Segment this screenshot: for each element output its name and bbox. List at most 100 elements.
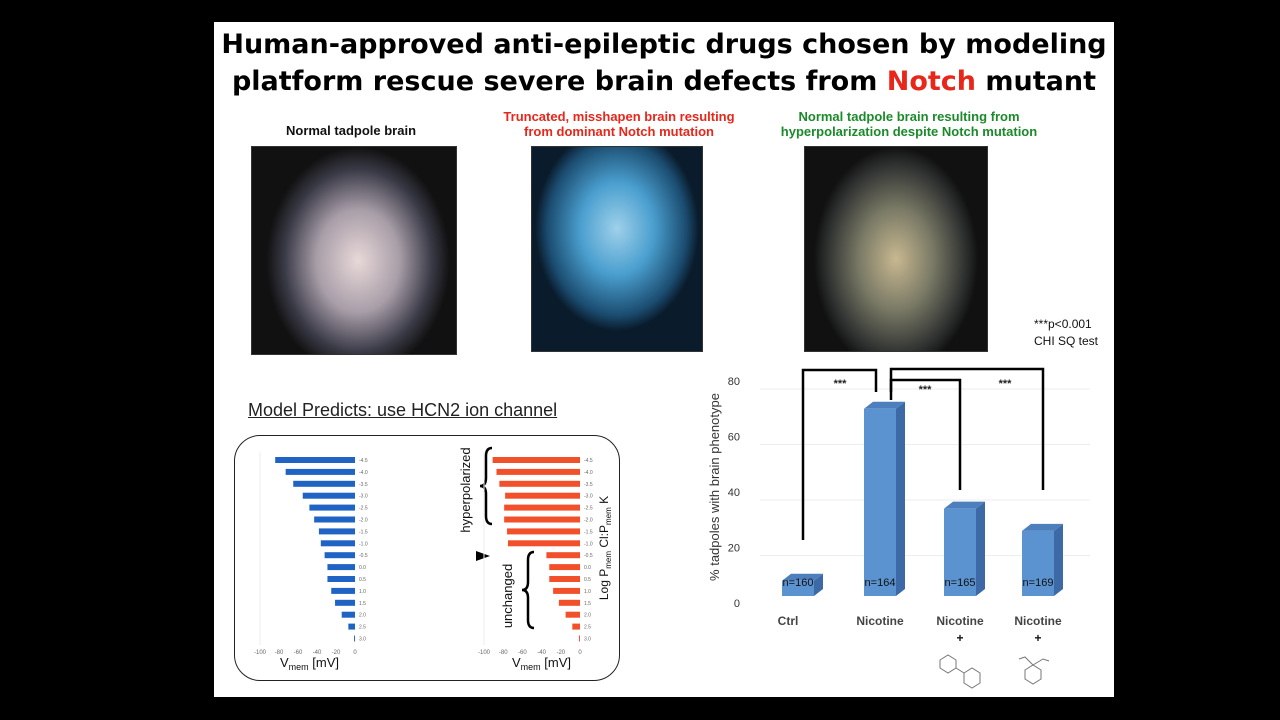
bar: [508, 540, 580, 547]
bar-side: [976, 501, 985, 596]
tick-label: -0.5: [359, 553, 368, 559]
bar: [558, 599, 580, 606]
test-name: CHI SQ test: [1034, 334, 1099, 348]
bar-top: [864, 401, 905, 409]
tick-label: -1.0: [584, 541, 593, 547]
bar: [572, 623, 580, 630]
category-label: Ctrl: [778, 614, 799, 628]
arrowhead-icon: [476, 551, 490, 561]
tick-label: -4.0: [359, 470, 368, 476]
bar: [320, 540, 355, 547]
tick-label: -1.5: [584, 529, 593, 535]
x-tick-label: -60: [294, 650, 303, 656]
bar: [553, 587, 580, 594]
tick-label: 1.5: [584, 601, 591, 607]
tick-label: -4.5: [359, 458, 368, 464]
bar: [1022, 530, 1054, 596]
bar: [327, 576, 355, 582]
x-tick-label: -100: [254, 650, 267, 656]
bar: [348, 623, 355, 630]
y-tick-label: 20: [728, 543, 740, 555]
x-tick-label: -20: [332, 650, 341, 656]
significance-bracket: [889, 367, 1045, 490]
gabapentin-structure-icon: [1018, 656, 1050, 685]
model-box: [234, 435, 620, 681]
x-tick-label: -80: [275, 650, 284, 656]
tick-label: -0.5: [584, 553, 593, 559]
tick-label: -2.5: [359, 506, 368, 512]
tick-label: -4.5: [584, 458, 593, 464]
bar-side: [814, 573, 823, 596]
title-line-1: Human-approved anti-epileptic drugs chos…: [221, 29, 1107, 60]
model-title: Model Predicts: use HCN2 ion channel: [248, 400, 558, 420]
bar: [309, 504, 355, 511]
lamotrigine-structure-icon: [939, 654, 981, 689]
tick-label: 2.5: [584, 625, 591, 631]
model-chart-right: -4.5 -4.0 -3.5 -3.0 -2.5 -2.0 -1.5 -1.0 -0.5 0.0 0…: [478, 452, 593, 656]
y-tick-label: 80: [728, 376, 740, 388]
tick-label: 3.0: [584, 637, 591, 643]
truncated-tadpole-photo: [531, 146, 703, 352]
tick-label: 3.0: [359, 637, 366, 643]
n-label: n=169: [1023, 577, 1054, 589]
slide-title: Human-approved anti-epileptic drugs chos…: [214, 26, 1114, 100]
bar: [549, 564, 580, 571]
bar: [335, 599, 355, 606]
bar: [275, 457, 355, 463]
slide: Human-approved anti-epileptic drugs chos…: [214, 22, 1114, 697]
bar: [565, 611, 580, 618]
tick-label: -3.0: [584, 494, 593, 500]
x-tick-label: -100: [478, 650, 491, 656]
tick-label: -4.0: [584, 470, 593, 476]
category-label: Nicotine: [856, 614, 904, 628]
tick-label: 1.0: [359, 589, 366, 595]
y-tick-label: 60: [728, 432, 740, 444]
bar: [504, 516, 580, 523]
bar: [549, 576, 580, 582]
y-tick-label: 40: [728, 487, 740, 499]
y-tick-label: 0: [734, 598, 740, 610]
bar-top: [782, 573, 823, 581]
p-value: ***p<0.001: [1034, 317, 1092, 331]
bar: [327, 564, 355, 571]
title-text-end: mutant: [976, 66, 1097, 97]
x-tick-label: 0: [578, 650, 582, 656]
bar: [331, 587, 355, 594]
caption-line: Truncated, misshapen brain resulting: [503, 109, 735, 124]
bar: [507, 528, 580, 535]
tick-label: -1.0: [359, 541, 368, 547]
caption-line: from dominant Notch mutation: [524, 124, 714, 139]
bar: [496, 468, 580, 475]
title-notch: Notch: [886, 66, 977, 97]
x-tick-label: 0: [353, 650, 357, 656]
tick-label: -3.0: [359, 494, 368, 500]
model-y-label: Log Pmem Cl:Pmem K: [597, 496, 613, 600]
tick-label: -1.5: [359, 529, 368, 535]
x-tick-label: -60: [518, 650, 527, 656]
tick-label: -3.5: [359, 482, 368, 488]
tick-label: -2.0: [359, 518, 368, 524]
stats-note: ***p<0.001 CHI SQ test: [1034, 316, 1098, 350]
tick-label: -3.5: [584, 482, 593, 488]
category-label: Nicotine: [1014, 614, 1062, 628]
bar: [314, 516, 355, 523]
model-x-label-left: Vmem [mV]: [280, 655, 339, 672]
bar: [864, 408, 896, 596]
model-x-label-right: Vmem [mV]: [512, 655, 571, 672]
n-label: n=160: [783, 577, 814, 589]
bar: [505, 492, 580, 499]
x-tick-label: -40: [537, 650, 546, 656]
tick-label: 2.0: [584, 613, 591, 619]
bar-top: [944, 501, 985, 509]
tick-label: 0.0: [359, 565, 366, 571]
x-tick-label: -80: [499, 650, 508, 656]
tick-label: 2.0: [359, 613, 366, 619]
caption-line: Normal tadpole brain resulting from: [798, 109, 1020, 124]
hyper-brace: [479, 446, 493, 526]
bar: [341, 611, 355, 618]
bar: [579, 635, 580, 642]
caption-truncated: Truncated, misshapen brain resulting from…: [469, 109, 769, 139]
bar: [492, 457, 580, 463]
y-axis-label: % tadpoles with brain phenotype: [707, 393, 722, 581]
